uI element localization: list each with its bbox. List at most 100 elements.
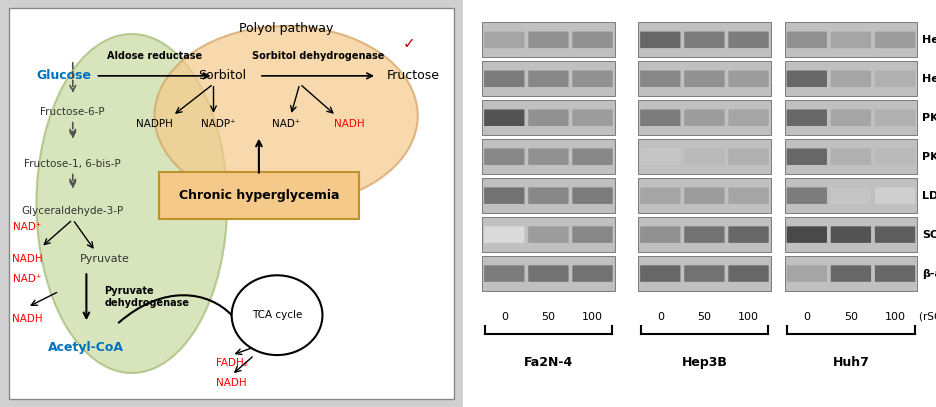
- FancyBboxPatch shape: [528, 226, 568, 243]
- Text: Chronic hyperglycemia: Chronic hyperglycemia: [179, 189, 339, 202]
- FancyBboxPatch shape: [786, 226, 827, 243]
- Text: ✓: ✓: [402, 37, 415, 51]
- FancyBboxPatch shape: [484, 109, 524, 126]
- FancyBboxPatch shape: [528, 187, 568, 204]
- FancyBboxPatch shape: [572, 265, 613, 282]
- Text: (rSORD ng/μl): (rSORD ng/μl): [919, 313, 936, 322]
- FancyBboxPatch shape: [638, 100, 770, 135]
- Text: Aldose reductase: Aldose reductase: [107, 51, 202, 61]
- FancyBboxPatch shape: [572, 187, 613, 204]
- FancyBboxPatch shape: [728, 187, 768, 204]
- Text: Acetyl-CoA: Acetyl-CoA: [49, 341, 124, 354]
- FancyBboxPatch shape: [786, 109, 827, 126]
- FancyBboxPatch shape: [784, 256, 917, 291]
- Text: 50: 50: [697, 313, 711, 322]
- Text: NAD⁺: NAD⁺: [272, 119, 300, 129]
- FancyBboxPatch shape: [638, 22, 770, 57]
- FancyBboxPatch shape: [831, 32, 871, 48]
- Text: β-actin: β-actin: [922, 269, 936, 278]
- Text: NADH: NADH: [334, 119, 365, 129]
- FancyBboxPatch shape: [638, 139, 770, 174]
- FancyBboxPatch shape: [484, 32, 524, 48]
- FancyBboxPatch shape: [786, 149, 827, 165]
- FancyBboxPatch shape: [784, 178, 917, 213]
- FancyBboxPatch shape: [728, 70, 768, 87]
- FancyBboxPatch shape: [640, 70, 680, 87]
- FancyBboxPatch shape: [875, 70, 915, 87]
- Text: FADH₂: FADH₂: [215, 358, 248, 368]
- FancyBboxPatch shape: [482, 100, 615, 135]
- FancyBboxPatch shape: [482, 22, 615, 57]
- FancyBboxPatch shape: [638, 178, 770, 213]
- Text: NAD⁺: NAD⁺: [13, 274, 41, 284]
- FancyBboxPatch shape: [482, 217, 615, 252]
- Text: NADH: NADH: [12, 314, 43, 324]
- FancyBboxPatch shape: [875, 226, 915, 243]
- FancyBboxPatch shape: [572, 70, 613, 87]
- FancyBboxPatch shape: [831, 70, 871, 87]
- Text: Fructose-6-P: Fructose-6-P: [40, 107, 105, 117]
- FancyBboxPatch shape: [875, 265, 915, 282]
- Text: 0: 0: [657, 313, 664, 322]
- FancyBboxPatch shape: [784, 22, 917, 57]
- FancyBboxPatch shape: [640, 265, 680, 282]
- FancyBboxPatch shape: [463, 0, 936, 407]
- FancyBboxPatch shape: [875, 187, 915, 204]
- FancyBboxPatch shape: [831, 109, 871, 126]
- FancyBboxPatch shape: [831, 226, 871, 243]
- FancyBboxPatch shape: [482, 178, 615, 213]
- FancyBboxPatch shape: [640, 149, 680, 165]
- FancyBboxPatch shape: [784, 217, 917, 252]
- FancyBboxPatch shape: [638, 61, 770, 96]
- Text: Fa2N-4: Fa2N-4: [524, 356, 573, 369]
- FancyBboxPatch shape: [875, 32, 915, 48]
- Text: TCA cycle: TCA cycle: [252, 310, 302, 320]
- FancyBboxPatch shape: [640, 109, 680, 126]
- FancyBboxPatch shape: [786, 265, 827, 282]
- FancyBboxPatch shape: [684, 149, 724, 165]
- Text: PKM1/2: PKM1/2: [922, 113, 936, 123]
- FancyBboxPatch shape: [9, 8, 454, 399]
- FancyBboxPatch shape: [784, 100, 917, 135]
- Text: Sorbitol: Sorbitol: [198, 69, 247, 82]
- FancyBboxPatch shape: [482, 139, 615, 174]
- Text: NADP⁺: NADP⁺: [200, 119, 235, 129]
- FancyBboxPatch shape: [484, 226, 524, 243]
- Text: Sorbitol dehydrogenase: Sorbitol dehydrogenase: [252, 51, 384, 61]
- FancyBboxPatch shape: [484, 187, 524, 204]
- FancyBboxPatch shape: [728, 149, 768, 165]
- FancyBboxPatch shape: [638, 256, 770, 291]
- Text: PKM2: PKM2: [922, 152, 936, 162]
- FancyBboxPatch shape: [484, 265, 524, 282]
- Text: Hexokinase 2: Hexokinase 2: [922, 74, 936, 84]
- FancyBboxPatch shape: [484, 70, 524, 87]
- FancyBboxPatch shape: [831, 265, 871, 282]
- Text: NADH: NADH: [12, 254, 43, 264]
- Text: 100: 100: [582, 313, 603, 322]
- Text: Fructose: Fructose: [387, 69, 440, 82]
- FancyBboxPatch shape: [786, 32, 827, 48]
- FancyBboxPatch shape: [640, 187, 680, 204]
- FancyBboxPatch shape: [528, 109, 568, 126]
- FancyBboxPatch shape: [684, 70, 724, 87]
- FancyBboxPatch shape: [786, 70, 827, 87]
- FancyBboxPatch shape: [640, 226, 680, 243]
- FancyBboxPatch shape: [482, 61, 615, 96]
- FancyBboxPatch shape: [572, 109, 613, 126]
- FancyBboxPatch shape: [684, 226, 724, 243]
- FancyBboxPatch shape: [640, 32, 680, 48]
- FancyBboxPatch shape: [728, 265, 768, 282]
- Text: 50: 50: [844, 313, 858, 322]
- Ellipse shape: [154, 26, 417, 206]
- FancyBboxPatch shape: [528, 32, 568, 48]
- Text: LDHA: LDHA: [922, 190, 936, 201]
- FancyBboxPatch shape: [572, 149, 613, 165]
- FancyBboxPatch shape: [728, 32, 768, 48]
- Text: 0: 0: [501, 313, 508, 322]
- FancyBboxPatch shape: [528, 149, 568, 165]
- Text: Huh7: Huh7: [832, 356, 870, 369]
- FancyBboxPatch shape: [684, 187, 724, 204]
- FancyBboxPatch shape: [786, 187, 827, 204]
- Text: NADPH: NADPH: [136, 119, 173, 129]
- FancyBboxPatch shape: [684, 265, 724, 282]
